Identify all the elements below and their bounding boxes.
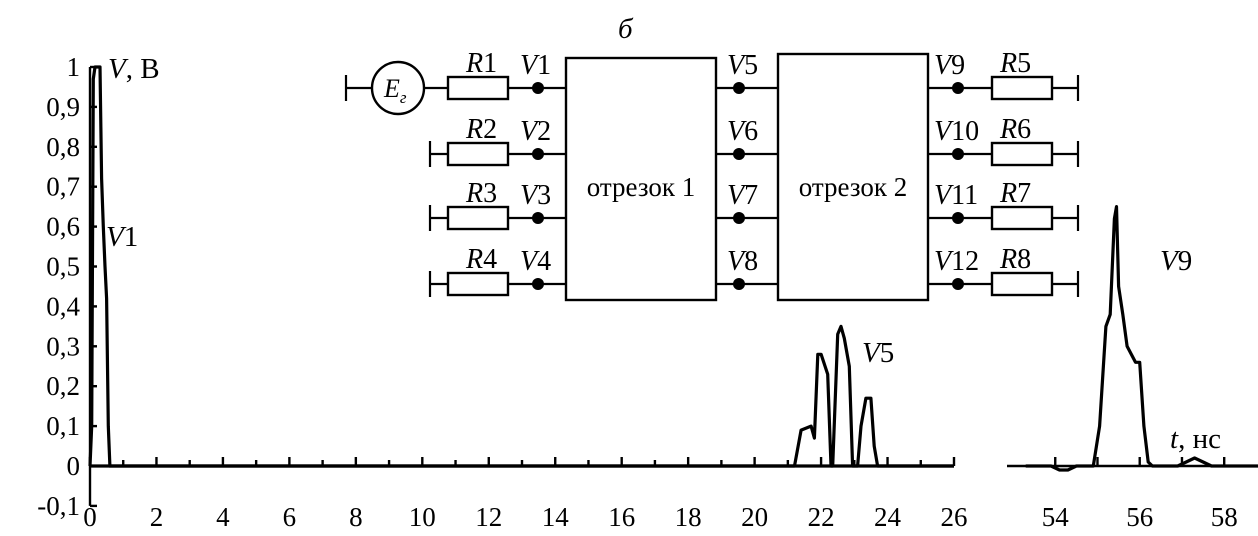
node-dot [952, 82, 964, 94]
x-axis-label: t, нс [1170, 423, 1221, 455]
node-dot [733, 278, 745, 290]
resistor-label-right: R6 [999, 114, 1031, 145]
x-tick-label: 10 [409, 502, 436, 532]
x-tick-label: 12 [475, 502, 502, 532]
y-tick-label: 0,3 [46, 331, 80, 361]
circuit-diagram: отрезок 1 отрезок 2 Eг R1 V1 V5 V9 R5 R2 V2 V6 V10 R… [344, 48, 1080, 302]
node-label-in: V1 [520, 50, 551, 81]
x-tick-label: 18 [675, 502, 702, 532]
series-line-v5 [90, 324, 954, 468]
node-label-out: V12 [934, 246, 979, 277]
x-tick-label: 4 [216, 502, 230, 532]
x-tick-label: 20 [741, 502, 768, 532]
source-label: Eг [383, 74, 407, 107]
x-tick-label: 6 [283, 502, 297, 532]
y-tick-label: 0,1 [46, 411, 80, 441]
y-tick-label: -0,1 [37, 491, 80, 521]
node-label-mid: V5 [727, 50, 758, 81]
node-dot [952, 278, 964, 290]
node-label-mid: V8 [727, 246, 758, 277]
node-label-in: V4 [520, 246, 551, 277]
y-tick-label: 0,6 [46, 212, 80, 242]
node-label-mid: V6 [727, 116, 758, 147]
curves [88, 65, 1258, 472]
node-dot [952, 212, 964, 224]
node-dot [733, 82, 745, 94]
y-tick-label: 0,7 [46, 172, 80, 202]
node-label-out: V11 [934, 180, 978, 211]
y-tick-label: 0,4 [46, 291, 80, 321]
x-tick-label: 58 [1211, 502, 1238, 532]
node-dot [532, 278, 544, 290]
node-label-out: V10 [934, 116, 979, 147]
node-label-mid: V7 [727, 180, 758, 211]
node-dot [532, 82, 544, 94]
segment-1-label: отрезок 1 [587, 172, 695, 202]
node-dot [733, 148, 745, 160]
node-label-in: V3 [520, 180, 551, 211]
x-tick-label: 0 [83, 502, 97, 532]
resistor-label-left: R4 [465, 244, 497, 275]
x-tick-label: 14 [542, 502, 570, 532]
node-dot [532, 148, 544, 160]
y-ticks: 1 0,9 0,8 0,7 0,6 0,5 0,4 0,3 0,2 0,1 0 -0,1 [37, 52, 97, 521]
resistor-right [990, 75, 1054, 101]
x-tick-label: 2 [150, 502, 164, 532]
y-tick-label: 0,2 [46, 371, 80, 401]
y-tick-label: 0,8 [46, 132, 80, 162]
series-line-v1 [88, 65, 954, 468]
x-tick-label: 24 [874, 502, 902, 532]
panel-label: б [618, 13, 634, 45]
y-tick-label: 0,5 [46, 252, 80, 282]
annotation-v5: V5 [862, 337, 894, 369]
resistor-label-right: R5 [999, 48, 1031, 79]
resistor-left [446, 141, 510, 167]
resistor-label-left: R2 [465, 114, 497, 145]
segment-2-box [776, 52, 930, 302]
y-tick-label: 0,9 [46, 92, 80, 122]
x-tick-label: 54 [1042, 502, 1070, 532]
annotation-v1: V1 [106, 221, 138, 253]
resistor-left [446, 271, 510, 297]
resistor-left [446, 75, 510, 101]
node-label-in: V2 [520, 116, 551, 147]
node-dot [952, 148, 964, 160]
segment-2-label: отрезок 2 [799, 172, 907, 202]
resistor-right [990, 205, 1054, 231]
annotation-v9: V9 [1160, 245, 1192, 277]
series-line-v9 [1025, 205, 1258, 472]
x-tick-label: 56 [1126, 502, 1153, 532]
x-tick-label: 22 [808, 502, 835, 532]
resistor-label-left: R3 [465, 178, 497, 209]
node-dot [532, 212, 544, 224]
resistor-label-right: R8 [999, 244, 1031, 275]
resistor-right [990, 271, 1054, 297]
resistor-label-right: R7 [999, 178, 1031, 209]
x-tick-label: 16 [608, 502, 635, 532]
resistor-right [990, 141, 1054, 167]
resistor-left [446, 205, 510, 231]
y-tick-label: 0 [67, 451, 81, 481]
y-tick-label: 1 [67, 52, 81, 82]
node-dot [733, 212, 745, 224]
y-axis-label: V, В [108, 53, 160, 85]
resistor-label-left: R1 [465, 48, 497, 79]
x-tick-label: 8 [349, 502, 363, 532]
segment-1-box [564, 56, 718, 302]
x-tick-label: 26 [941, 502, 968, 532]
x-ticks: 0 2 4 6 8 10 12 14 16 18 20 22 24 26 54 56 58 [83, 457, 1238, 532]
node-label-out: V9 [934, 50, 965, 81]
